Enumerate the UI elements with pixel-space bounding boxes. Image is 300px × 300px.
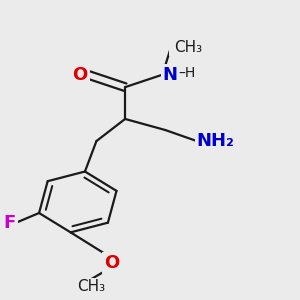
- Text: F: F: [4, 214, 16, 232]
- Text: CH₃: CH₃: [76, 279, 105, 294]
- Text: N: N: [162, 66, 177, 84]
- Text: –H: –H: [178, 66, 195, 80]
- Text: NH₂: NH₂: [197, 132, 235, 150]
- Text: N: N: [162, 66, 177, 84]
- Text: O: O: [73, 66, 88, 84]
- Text: CH₃: CH₃: [171, 40, 199, 55]
- Text: CH₃: CH₃: [174, 40, 202, 55]
- Text: O: O: [104, 254, 119, 272]
